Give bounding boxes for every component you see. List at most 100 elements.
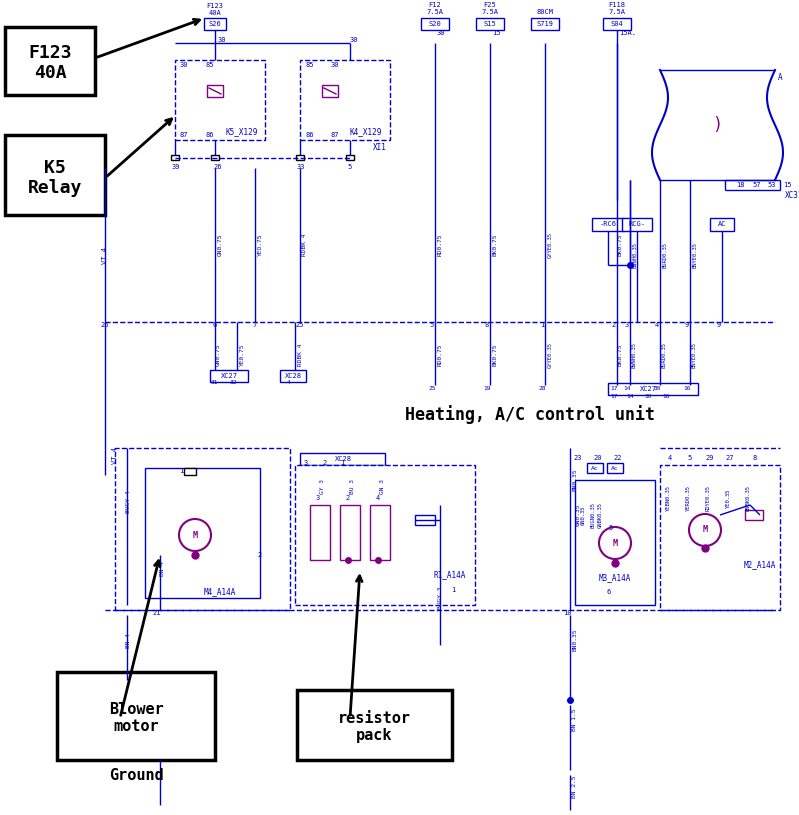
Text: BNYE0.35: BNYE0.35 — [691, 342, 697, 368]
Text: 39: 39 — [172, 164, 181, 170]
Bar — [622, 218, 652, 231]
Text: 86: 86 — [206, 132, 214, 138]
Text: 30: 30 — [331, 62, 340, 68]
Bar — [115, 448, 290, 610]
Text: 30: 30 — [180, 62, 189, 68]
Text: 30: 30 — [437, 30, 446, 36]
Text: BN 2.5: BN 2.5 — [573, 776, 578, 798]
Text: 1: 1 — [179, 468, 183, 474]
Text: XI1: XI1 — [373, 143, 387, 152]
Text: 20: 20 — [594, 455, 602, 461]
Text: -RC6: -RC6 — [599, 221, 617, 227]
Text: 3: 3 — [304, 460, 308, 466]
Text: BK0.75: BK0.75 — [492, 234, 498, 256]
Text: K5
Relay: K5 Relay — [28, 159, 82, 197]
Text: 17: 17 — [610, 394, 618, 399]
Text: Blower
motor: Blower motor — [109, 702, 163, 734]
Text: 2: 2 — [346, 495, 350, 501]
Text: 22: 22 — [614, 455, 622, 461]
Text: GYYE0.35: GYYE0.35 — [547, 342, 552, 368]
Text: 8: 8 — [753, 455, 757, 461]
Text: F123
40A: F123 40A — [28, 43, 72, 82]
Text: 23: 23 — [574, 455, 582, 461]
Text: GN0.75: GN0.75 — [217, 234, 222, 256]
Text: K4_X129: K4_X129 — [350, 127, 383, 136]
Text: 7: 7 — [252, 322, 257, 328]
Text: 16: 16 — [662, 394, 670, 399]
Bar — [603, 18, 631, 30]
Text: BN0.35: BN0.35 — [573, 628, 578, 651]
Text: 4: 4 — [668, 455, 672, 461]
Text: XC28: XC28 — [284, 373, 301, 379]
Text: Ac: Ac — [611, 465, 618, 470]
Text: 30: 30 — [350, 37, 359, 43]
Text: 85: 85 — [206, 62, 214, 68]
Text: BWNH0.35: BWNH0.35 — [633, 242, 638, 268]
Text: ): ) — [712, 116, 722, 134]
Text: F123: F123 — [206, 3, 224, 9]
Text: BNYE0.35: BNYE0.35 — [693, 242, 698, 268]
Text: RDBK 4: RDBK 4 — [303, 234, 308, 256]
Text: S15: S15 — [483, 21, 496, 27]
Bar — [710, 218, 734, 231]
Text: XC27: XC27 — [221, 373, 237, 379]
Text: 16: 16 — [683, 385, 691, 390]
Text: 1: 1 — [451, 587, 455, 593]
Text: 25: 25 — [428, 385, 435, 390]
Text: 3: 3 — [316, 495, 320, 501]
Text: 1: 1 — [340, 460, 344, 466]
Text: 15: 15 — [492, 30, 500, 36]
Bar — [5, 135, 105, 215]
Text: 30: 30 — [644, 394, 652, 399]
Text: M: M — [193, 531, 197, 540]
Text: Ground: Ground — [109, 768, 163, 782]
Bar — [745, 510, 763, 520]
Text: 7.5A: 7.5A — [609, 9, 626, 15]
Text: resistor
pack: resistor pack — [337, 711, 411, 743]
Text: 25: 25 — [296, 322, 304, 328]
Text: 87: 87 — [180, 132, 189, 138]
Bar — [660, 465, 780, 610]
Text: 18: 18 — [736, 182, 744, 188]
Bar — [5, 27, 95, 95]
Text: 6: 6 — [607, 589, 611, 595]
Text: 5: 5 — [609, 525, 613, 531]
Text: 29: 29 — [706, 455, 714, 461]
Text: S26: S26 — [209, 21, 221, 27]
Text: 32: 32 — [229, 381, 237, 385]
Text: BN0.35: BN0.35 — [573, 469, 578, 491]
Text: M: M — [613, 539, 618, 548]
Bar — [300, 60, 390, 140]
Text: 15: 15 — [783, 182, 791, 188]
Text: 6N0.35: 6N0.35 — [575, 504, 581, 526]
Text: YEO.75: YEO.75 — [257, 234, 263, 256]
Text: K5_X129: K5_X129 — [225, 127, 257, 136]
Text: 57: 57 — [753, 182, 761, 188]
Text: R1_A14A: R1_A14A — [434, 570, 466, 579]
Bar — [207, 85, 223, 97]
Bar — [300, 453, 385, 465]
Text: YERD0.35: YERD0.35 — [686, 485, 690, 511]
Text: 8: 8 — [485, 322, 489, 328]
Text: 80CM: 80CM — [536, 9, 554, 15]
Text: XC27: XC27 — [639, 386, 657, 392]
Text: 4: 4 — [376, 495, 380, 501]
Text: S20: S20 — [428, 21, 441, 27]
Text: GN 3: GN 3 — [380, 479, 385, 495]
Text: 6N0.35: 6N0.35 — [581, 505, 586, 525]
Bar — [608, 383, 698, 395]
Bar — [210, 370, 248, 382]
Text: F118: F118 — [609, 2, 626, 8]
Text: BWNH0.35: BWNH0.35 — [631, 342, 637, 368]
Bar — [592, 218, 624, 231]
Text: 21: 21 — [153, 610, 161, 616]
Text: BN 1.5: BN 1.5 — [573, 709, 578, 731]
Text: RD0.75: RD0.75 — [438, 344, 443, 366]
Text: 2: 2 — [323, 460, 327, 466]
Text: BURD0.35: BURD0.35 — [662, 242, 667, 268]
Text: 5: 5 — [430, 322, 434, 328]
Text: YE0.35: YE0.35 — [725, 488, 730, 508]
Text: F12: F12 — [428, 2, 441, 8]
Text: 5: 5 — [688, 455, 692, 461]
Text: 17: 17 — [610, 385, 618, 390]
